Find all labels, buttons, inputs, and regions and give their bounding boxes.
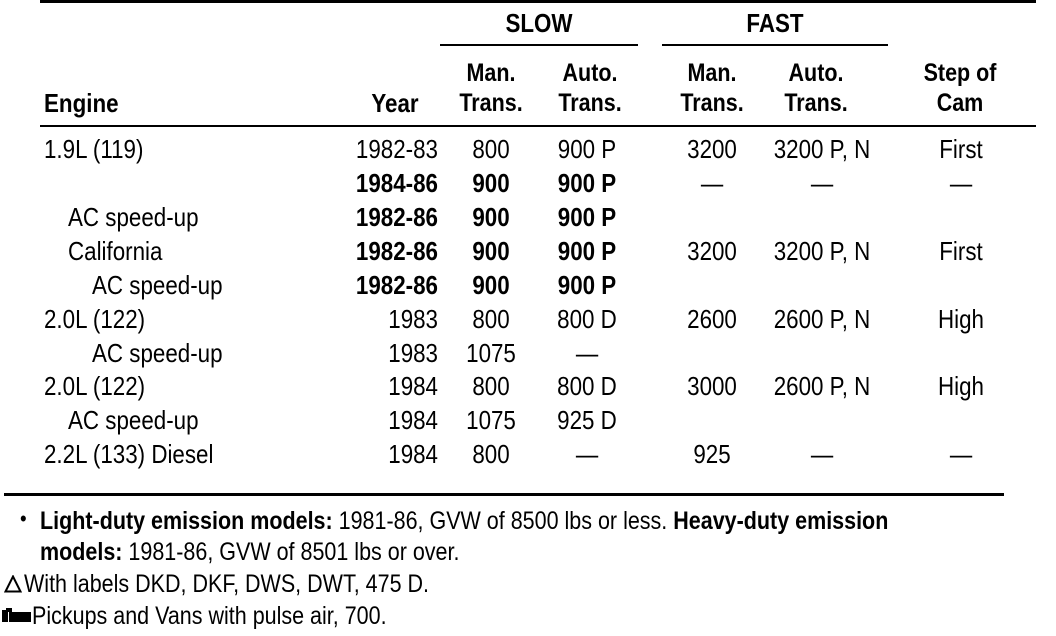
cell-year: 1982-86 [355, 202, 438, 232]
light-duty-text: 1981-86, GVW of 8500 lbs or less. [332, 507, 668, 535]
cell-slow-man: 1075 [466, 405, 516, 435]
cell-engine: AC speed-up [68, 405, 199, 435]
column-header-fast-auto: Auto. Trans. [768, 58, 864, 118]
cell-year: 1982-86 [355, 236, 438, 266]
cell-slow-man: 800 [472, 439, 510, 469]
table-bottom-rule [4, 493, 1004, 496]
heavy-duty-label-a: Heavy-duty emission [667, 507, 889, 535]
light-duty-label: Light-duty emission models: [40, 507, 333, 535]
column-header-fast-man: Man. Trans. [669, 58, 755, 118]
footnote-bullet: • [20, 506, 27, 531]
slow-group-header: SLOW [505, 8, 573, 38]
fast-man-line2: Trans. [680, 89, 744, 117]
cell-slow-auto: 800 D [557, 304, 617, 334]
header-bottom-rule [40, 125, 1036, 127]
footnote-duty-line2: models: 1981-86, GVW of 8501 lbs or over… [40, 540, 459, 565]
cell-fast-man: 3000 [687, 371, 737, 401]
cell-year: 1983 [388, 304, 438, 334]
cell-year: 1983 [388, 338, 438, 368]
cell-fast-man: — [700, 168, 724, 198]
cell-slow-man: 800 [472, 134, 510, 164]
step-line2: Cam [936, 89, 984, 117]
cell-engine: AC speed-up [92, 270, 223, 300]
slow-auto-line2: Trans. [558, 89, 622, 117]
cell-year: 1982-86 [355, 270, 438, 300]
cell-fast-man: 925 [693, 439, 731, 469]
cell-year: 1984 [388, 405, 438, 435]
cell-step: First [939, 134, 983, 164]
cell-fast-man: 3200 [687, 236, 737, 266]
column-header-step-of-cam: Step of Cam [908, 58, 1011, 118]
column-header-slow-man: Man. Trans. [447, 58, 535, 118]
cell-slow-auto: 925 D [557, 405, 617, 435]
footnote-triangle-text: With labels DKD, DKF, DWS, DWT, 475 D. [24, 570, 430, 598]
cell-year: 1984 [388, 439, 438, 469]
cell-slow-man: 900 [472, 270, 510, 300]
cell-fast-auto: 3200 P, N [773, 236, 871, 266]
cell-step: High [937, 304, 984, 334]
cell-engine: 2.0L (122) [44, 304, 146, 334]
column-header-slow-auto: Auto. Trans. [547, 58, 633, 118]
step-line1: Step of [923, 59, 997, 87]
cell-fast-auto: 2600 P, N [773, 371, 871, 401]
cell-slow-man: 900 [472, 202, 510, 232]
footnote-duty-line1: Light-duty emission models: 1981-86, GVW… [40, 509, 888, 534]
cell-fast-man: 3200 [687, 134, 737, 164]
cell-engine: AC speed-up [92, 338, 223, 368]
slow-group-rule [440, 44, 638, 46]
cell-fast-auto: — [810, 439, 834, 469]
cell-slow-auto: 900 P [557, 236, 617, 266]
pickup-symbol-icon [2, 608, 31, 622]
cell-slow-man: 900 [472, 236, 510, 266]
fast-group-header: FAST [746, 8, 804, 38]
fast-auto-line2: Trans. [784, 89, 848, 117]
column-header-year: Year [371, 88, 419, 118]
fast-auto-line1: Auto. [788, 59, 844, 87]
heavy-duty-text: 1981-86, GVW of 8501 lbs or over. [122, 538, 460, 566]
cell-slow-auto: 800 D [557, 371, 617, 401]
cell-step: High [937, 371, 984, 401]
slow-auto-line1: Auto. [562, 59, 618, 87]
cell-slow-auto: 900 P [557, 202, 617, 232]
column-header-engine: Engine [44, 88, 119, 118]
cell-fast-man: 2600 [687, 304, 737, 334]
cell-year: 1982-83 [355, 134, 438, 164]
cell-step: First [939, 236, 983, 266]
cell-fast-auto: 2600 P, N [773, 304, 871, 334]
cell-year: 1984 [388, 371, 438, 401]
triangle-icon [4, 575, 22, 593]
cell-engine: 1.9L (119) [44, 134, 144, 164]
cell-slow-man: 1075 [466, 338, 516, 368]
cell-slow-auto: — [575, 439, 599, 469]
cell-slow-man: 800 [472, 304, 510, 334]
cell-year: 1984-86 [355, 168, 438, 198]
slow-man-line2: Trans. [459, 89, 523, 117]
cell-engine: 2.0L (122) [44, 371, 146, 401]
cell-step: — [949, 168, 973, 198]
cell-step: — [949, 439, 973, 469]
top-rule [40, 0, 1036, 3]
cell-engine: 2.2L (133) Diesel [44, 439, 214, 469]
fast-group-rule [662, 44, 888, 46]
cell-fast-auto: 3200 P, N [773, 134, 871, 164]
cell-engine: California [68, 236, 163, 266]
footnote-pickup-text: Pickups and Vans with pulse air, 700. [32, 602, 387, 630]
cell-slow-man: 900 [472, 168, 510, 198]
cell-engine: AC speed-up [68, 202, 199, 232]
cell-fast-auto: — [810, 168, 834, 198]
heavy-duty-label-b: models: [40, 538, 123, 566]
cell-slow-auto: 900 P [557, 168, 617, 198]
cell-slow-man: 800 [472, 371, 510, 401]
fast-man-line1: Man. [687, 59, 737, 87]
cell-slow-auto: 900 P [557, 134, 617, 164]
slow-man-line1: Man. [466, 59, 516, 87]
cell-slow-auto: 900 P [557, 270, 617, 300]
cell-slow-auto: — [575, 338, 599, 368]
